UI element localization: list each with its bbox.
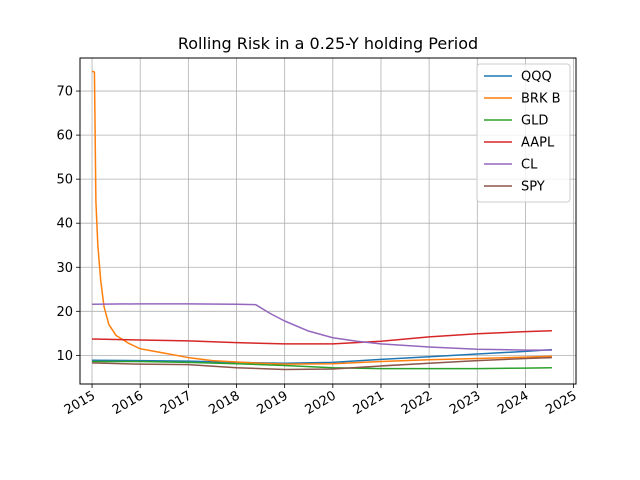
chart-title: Rolling Risk in a 0.25-Y holding Period	[178, 34, 478, 53]
series-line-qqq	[92, 348, 552, 365]
y-tick-label: 50	[56, 173, 73, 188]
series-line-aapl	[92, 329, 552, 345]
y-tick-label: 60	[56, 129, 73, 144]
series-line-cl	[92, 303, 552, 351]
series-line-spy	[92, 356, 552, 371]
y-tick-label: 20	[56, 305, 73, 320]
y-tick-label: 70	[56, 85, 73, 100]
legend-label: AAPL	[521, 136, 555, 151]
series-line-brk-b	[91, 70, 552, 365]
legend-label: CL	[521, 158, 538, 173]
y-tick-label: 40	[56, 217, 73, 232]
series-layer	[91, 70, 552, 371]
y-tick-label: 30	[56, 261, 73, 276]
series-line-gld	[92, 360, 552, 370]
legend-label: BRK B	[521, 92, 561, 107]
legend-label: GLD	[521, 114, 548, 129]
legend-label: QQQ	[521, 70, 552, 85]
plot-frame	[79, 57, 577, 385]
y-axis: 10 20 30 40 50 60 70	[56, 85, 80, 364]
legend-label: SPY	[521, 180, 545, 195]
legend: QQQ BRK B GLD AAPL CL SPY	[476, 63, 571, 203]
y-tick-label: 10	[56, 349, 73, 364]
